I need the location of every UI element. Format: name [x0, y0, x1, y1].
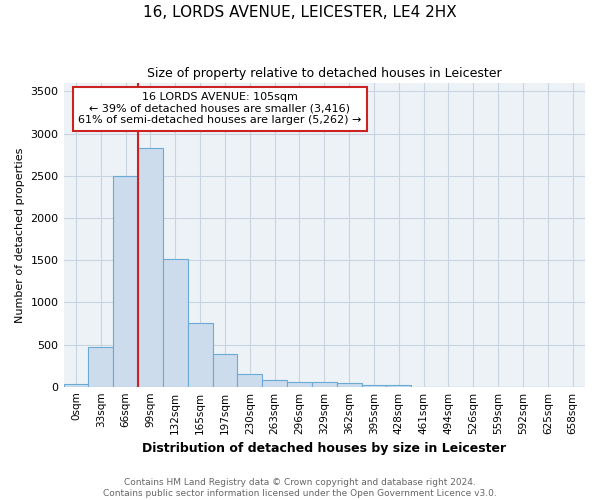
Bar	[188, 324, 212, 386]
Text: Contains HM Land Registry data © Crown copyright and database right 2024.
Contai: Contains HM Land Registry data © Crown c…	[103, 478, 497, 498]
Text: 16 LORDS AVENUE: 105sqm
← 39% of detached houses are smaller (3,416)
61% of semi: 16 LORDS AVENUE: 105sqm ← 39% of detache…	[78, 92, 362, 126]
Bar	[212, 354, 238, 386]
Bar	[362, 384, 386, 386]
Bar	[88, 347, 113, 387]
Bar	[337, 383, 362, 386]
X-axis label: Distribution of detached houses by size in Leicester: Distribution of detached houses by size …	[142, 442, 506, 455]
Bar	[113, 176, 138, 386]
Text: 16, LORDS AVENUE, LEICESTER, LE4 2HX: 16, LORDS AVENUE, LEICESTER, LE4 2HX	[143, 5, 457, 20]
Title: Size of property relative to detached houses in Leicester: Size of property relative to detached ho…	[147, 68, 502, 80]
Bar	[238, 374, 262, 386]
Bar	[312, 382, 337, 386]
Bar	[386, 385, 411, 386]
Bar	[64, 384, 88, 386]
Bar	[163, 260, 188, 386]
Bar	[138, 148, 163, 386]
Y-axis label: Number of detached properties: Number of detached properties	[15, 147, 25, 322]
Bar	[262, 380, 287, 386]
Bar	[287, 382, 312, 386]
